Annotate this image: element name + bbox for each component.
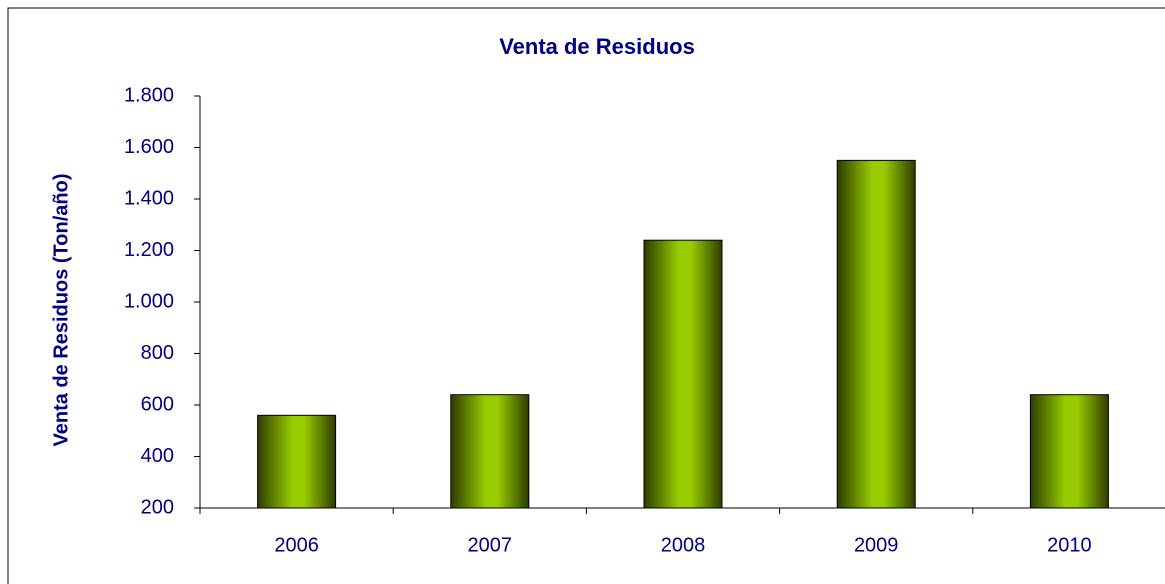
x-tick-label: 2006	[274, 534, 319, 556]
y-axis-title: Venta de Residuos (Ton/año)	[50, 174, 72, 447]
x-tick-label: 2009	[854, 534, 899, 556]
x-tick-label: 2008	[661, 534, 706, 556]
chart-title: Venta de Residuos	[499, 34, 695, 59]
y-tick-label: 1.400	[124, 187, 174, 209]
bar	[836, 159, 916, 509]
y-tick-label: 1.000	[124, 290, 174, 312]
y-tick-label: 200	[141, 496, 174, 518]
chart-frame	[7, 7, 1165, 584]
y-tick-label: 800	[141, 342, 174, 364]
y-tick-label: 1.200	[124, 239, 174, 261]
y-tick-label: 600	[141, 393, 174, 415]
bar	[257, 414, 337, 509]
bar	[643, 239, 723, 509]
y-tick-label: 1.800	[124, 84, 174, 106]
x-tick-label: 2010	[1047, 534, 1092, 556]
bar	[1029, 394, 1109, 509]
y-tick-label: 400	[141, 445, 174, 467]
bar	[450, 394, 530, 509]
y-tick-label: 1.600	[124, 136, 174, 158]
x-tick-label: 2007	[468, 534, 513, 556]
